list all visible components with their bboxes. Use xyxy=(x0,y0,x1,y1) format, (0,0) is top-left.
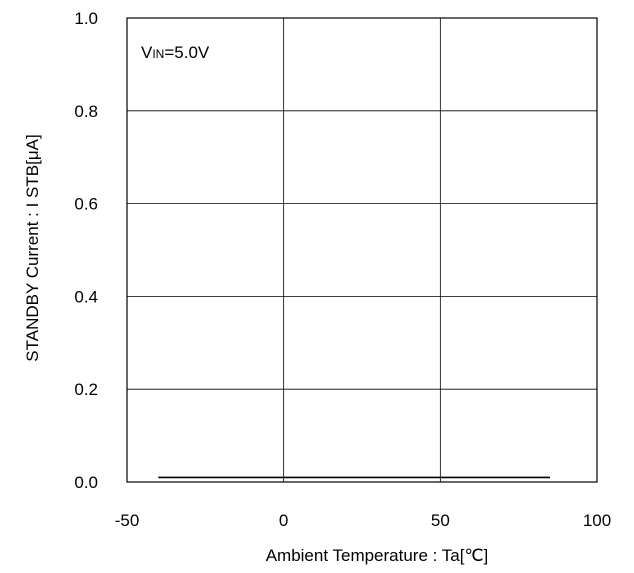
vin-annotation: VIN=5.0V xyxy=(141,43,210,62)
vin-annotation-main: V xyxy=(141,43,153,62)
y-tick-label: 0.0 xyxy=(74,473,98,492)
vin-annotation-sub: IN xyxy=(152,47,164,61)
y-axis-title: STANDBY Current : I STB[μA] xyxy=(23,134,42,361)
y-tick-label: 0.8 xyxy=(74,102,98,121)
y-tick-label: 0.2 xyxy=(74,380,98,399)
y-tick-label: 1.0 xyxy=(74,9,98,28)
x-axis-title: Ambient Temperature : Ta[℃] xyxy=(266,546,489,565)
x-tick-labels: -50 0 50 100 xyxy=(115,511,611,530)
y-tick-label: 0.4 xyxy=(74,287,98,306)
x-tick-label: -50 xyxy=(115,511,140,530)
plot-area xyxy=(126,17,598,483)
x-tick-label: 100 xyxy=(583,511,611,530)
y-tick-label: 0.6 xyxy=(74,195,98,214)
grid-lines xyxy=(127,18,597,482)
x-tick-label: 0 xyxy=(279,511,288,530)
vin-annotation-rest: =5.0V xyxy=(164,43,210,62)
y-tick-labels: 0.0 0.2 0.4 0.6 0.8 1.0 xyxy=(74,9,98,492)
x-tick-label: 50 xyxy=(431,511,450,530)
